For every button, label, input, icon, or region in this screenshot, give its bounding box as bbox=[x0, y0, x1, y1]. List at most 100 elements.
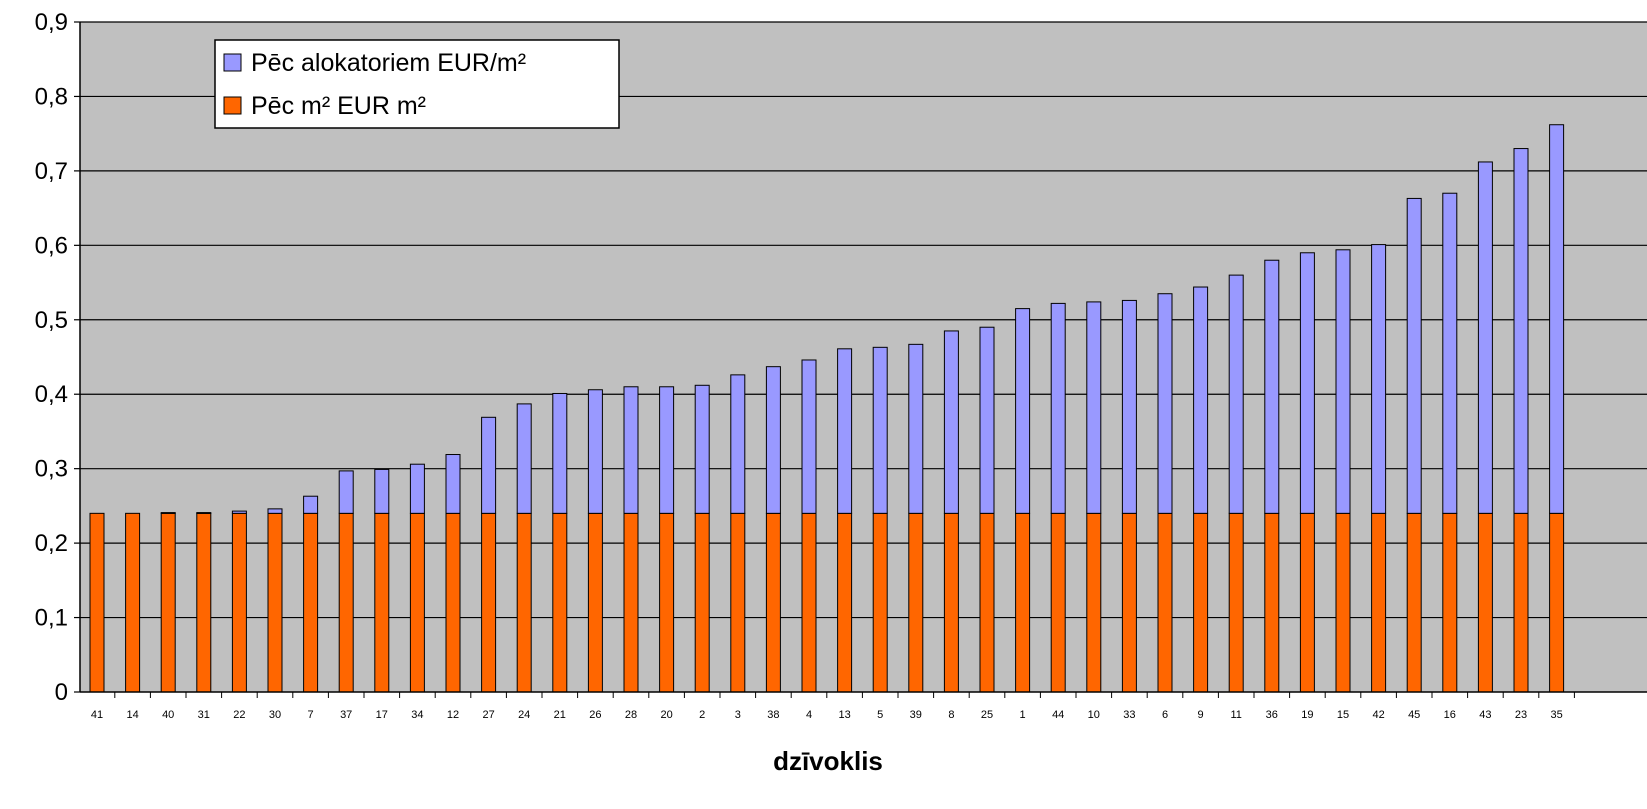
x-tick-label: 28 bbox=[625, 709, 637, 721]
bar-allocators bbox=[1157, 293, 1173, 514]
bar-allocators bbox=[1299, 252, 1315, 514]
x-tick-label: 45 bbox=[1408, 709, 1420, 721]
x-tick-label: 19 bbox=[1301, 709, 1313, 721]
legend-swatch-allocators bbox=[223, 53, 242, 72]
bar-allocators bbox=[231, 510, 247, 514]
y-tick-label: 0,5 bbox=[35, 307, 68, 334]
bar-allocators bbox=[730, 374, 746, 514]
bar-per-m2 bbox=[730, 512, 746, 693]
x-tick-label: 21 bbox=[554, 709, 566, 721]
x-tick-label: 35 bbox=[1550, 709, 1562, 721]
bar-per-m2 bbox=[1406, 512, 1422, 693]
x-tick-label: 3 bbox=[735, 709, 741, 721]
y-axis-ticks: 0 0,1 0,2 0,3 0,4 0,5 0,6 0,7 0,8 0,9 bbox=[35, 9, 80, 706]
x-axis-label: dzīvoklis bbox=[773, 746, 883, 776]
x-tick-label: 31 bbox=[198, 709, 210, 721]
bar-allocators bbox=[160, 512, 176, 514]
bar-allocators bbox=[1228, 274, 1244, 514]
bar-allocators bbox=[801, 359, 817, 514]
bar-per-m2 bbox=[303, 512, 319, 693]
bar-per-m2 bbox=[1549, 512, 1565, 693]
bar-per-m2 bbox=[979, 512, 995, 693]
y-tick-label: 0,3 bbox=[35, 456, 68, 483]
x-tick-label: 33 bbox=[1123, 709, 1135, 721]
bar-allocators bbox=[1050, 302, 1066, 514]
bar-per-m2 bbox=[409, 512, 425, 693]
x-tick-label: 13 bbox=[838, 709, 850, 721]
bar-allocators bbox=[1193, 286, 1209, 514]
bar-allocators bbox=[1086, 301, 1102, 514]
bar-allocators bbox=[409, 463, 425, 514]
bar-per-m2 bbox=[338, 512, 354, 693]
bar-allocators bbox=[943, 330, 959, 514]
bar-allocators bbox=[837, 348, 853, 514]
bar-allocators bbox=[1335, 249, 1351, 514]
bars bbox=[89, 124, 1565, 693]
x-tick-label: 34 bbox=[411, 709, 423, 721]
x-tick-label: 40 bbox=[162, 709, 174, 721]
bar-allocators bbox=[694, 384, 710, 514]
bar-per-m2 bbox=[1299, 512, 1315, 693]
bar-per-m2 bbox=[801, 512, 817, 693]
x-tick-label: 8 bbox=[948, 709, 954, 721]
x-tick-label: 2 bbox=[699, 709, 705, 721]
bar-per-m2 bbox=[516, 512, 532, 693]
x-tick-label: 36 bbox=[1266, 709, 1278, 721]
bar-allocators bbox=[1264, 259, 1280, 514]
x-tick-label: 16 bbox=[1444, 709, 1456, 721]
bar-per-m2 bbox=[1513, 512, 1529, 693]
x-tick-label: 6 bbox=[1162, 709, 1168, 721]
bar-allocators bbox=[303, 495, 319, 514]
x-tick-label: 7 bbox=[308, 709, 314, 721]
x-tick-label: 1 bbox=[1020, 709, 1026, 721]
x-tick-label: 20 bbox=[660, 709, 672, 721]
bar-per-m2 bbox=[445, 512, 461, 693]
bar-allocators bbox=[587, 389, 603, 514]
x-tick-label: 24 bbox=[518, 709, 530, 721]
bar-allocators bbox=[196, 512, 212, 514]
legend-swatch-per-m2 bbox=[223, 96, 242, 115]
x-tick-label: 42 bbox=[1372, 709, 1384, 721]
bar-allocators bbox=[659, 386, 675, 514]
y-tick-label: 0,9 bbox=[35, 9, 68, 36]
bar-per-m2 bbox=[694, 512, 710, 693]
x-tick-label: 39 bbox=[910, 709, 922, 721]
bar-per-m2 bbox=[481, 512, 497, 693]
y-tick-label: 0,1 bbox=[35, 605, 68, 632]
bar-allocators bbox=[1015, 308, 1031, 514]
x-tick-label: 43 bbox=[1479, 709, 1491, 721]
x-tick-label: 14 bbox=[126, 709, 138, 721]
bar-allocators bbox=[1513, 148, 1529, 514]
bar-allocators bbox=[1442, 192, 1458, 514]
bar-allocators bbox=[979, 326, 995, 514]
bar-allocators bbox=[374, 468, 390, 514]
bar-allocators bbox=[516, 403, 532, 514]
bar-allocators bbox=[765, 366, 781, 514]
bar-per-m2 bbox=[552, 512, 568, 693]
bar-per-m2 bbox=[765, 512, 781, 693]
bar-per-m2 bbox=[837, 512, 853, 693]
bar-per-m2 bbox=[160, 512, 176, 693]
x-tick-label: 37 bbox=[340, 709, 352, 721]
bar-per-m2 bbox=[1335, 512, 1351, 693]
bar-allocators bbox=[872, 346, 888, 514]
bar-allocators bbox=[552, 392, 568, 514]
y-tick-label: 0 bbox=[55, 679, 68, 706]
bar-allocators bbox=[338, 470, 354, 514]
x-tick-label: 38 bbox=[767, 709, 779, 721]
x-tick-label: 10 bbox=[1088, 709, 1100, 721]
x-tick-label: 22 bbox=[233, 709, 245, 721]
x-tick-label: 23 bbox=[1515, 709, 1527, 721]
bar-allocators bbox=[1549, 124, 1565, 514]
bar-per-m2 bbox=[89, 512, 105, 693]
bar-per-m2 bbox=[1086, 512, 1102, 693]
legend: Pēc alokatoriem EUR/m² Pēc m² EUR m² bbox=[214, 39, 620, 129]
x-tick-label: 15 bbox=[1337, 709, 1349, 721]
bar-per-m2 bbox=[659, 512, 675, 693]
bar-per-m2 bbox=[908, 512, 924, 693]
x-tick-label: 4 bbox=[806, 709, 812, 721]
x-tick-label: 27 bbox=[482, 709, 494, 721]
bar-per-m2 bbox=[196, 512, 212, 693]
bar-allocators bbox=[1371, 244, 1387, 514]
